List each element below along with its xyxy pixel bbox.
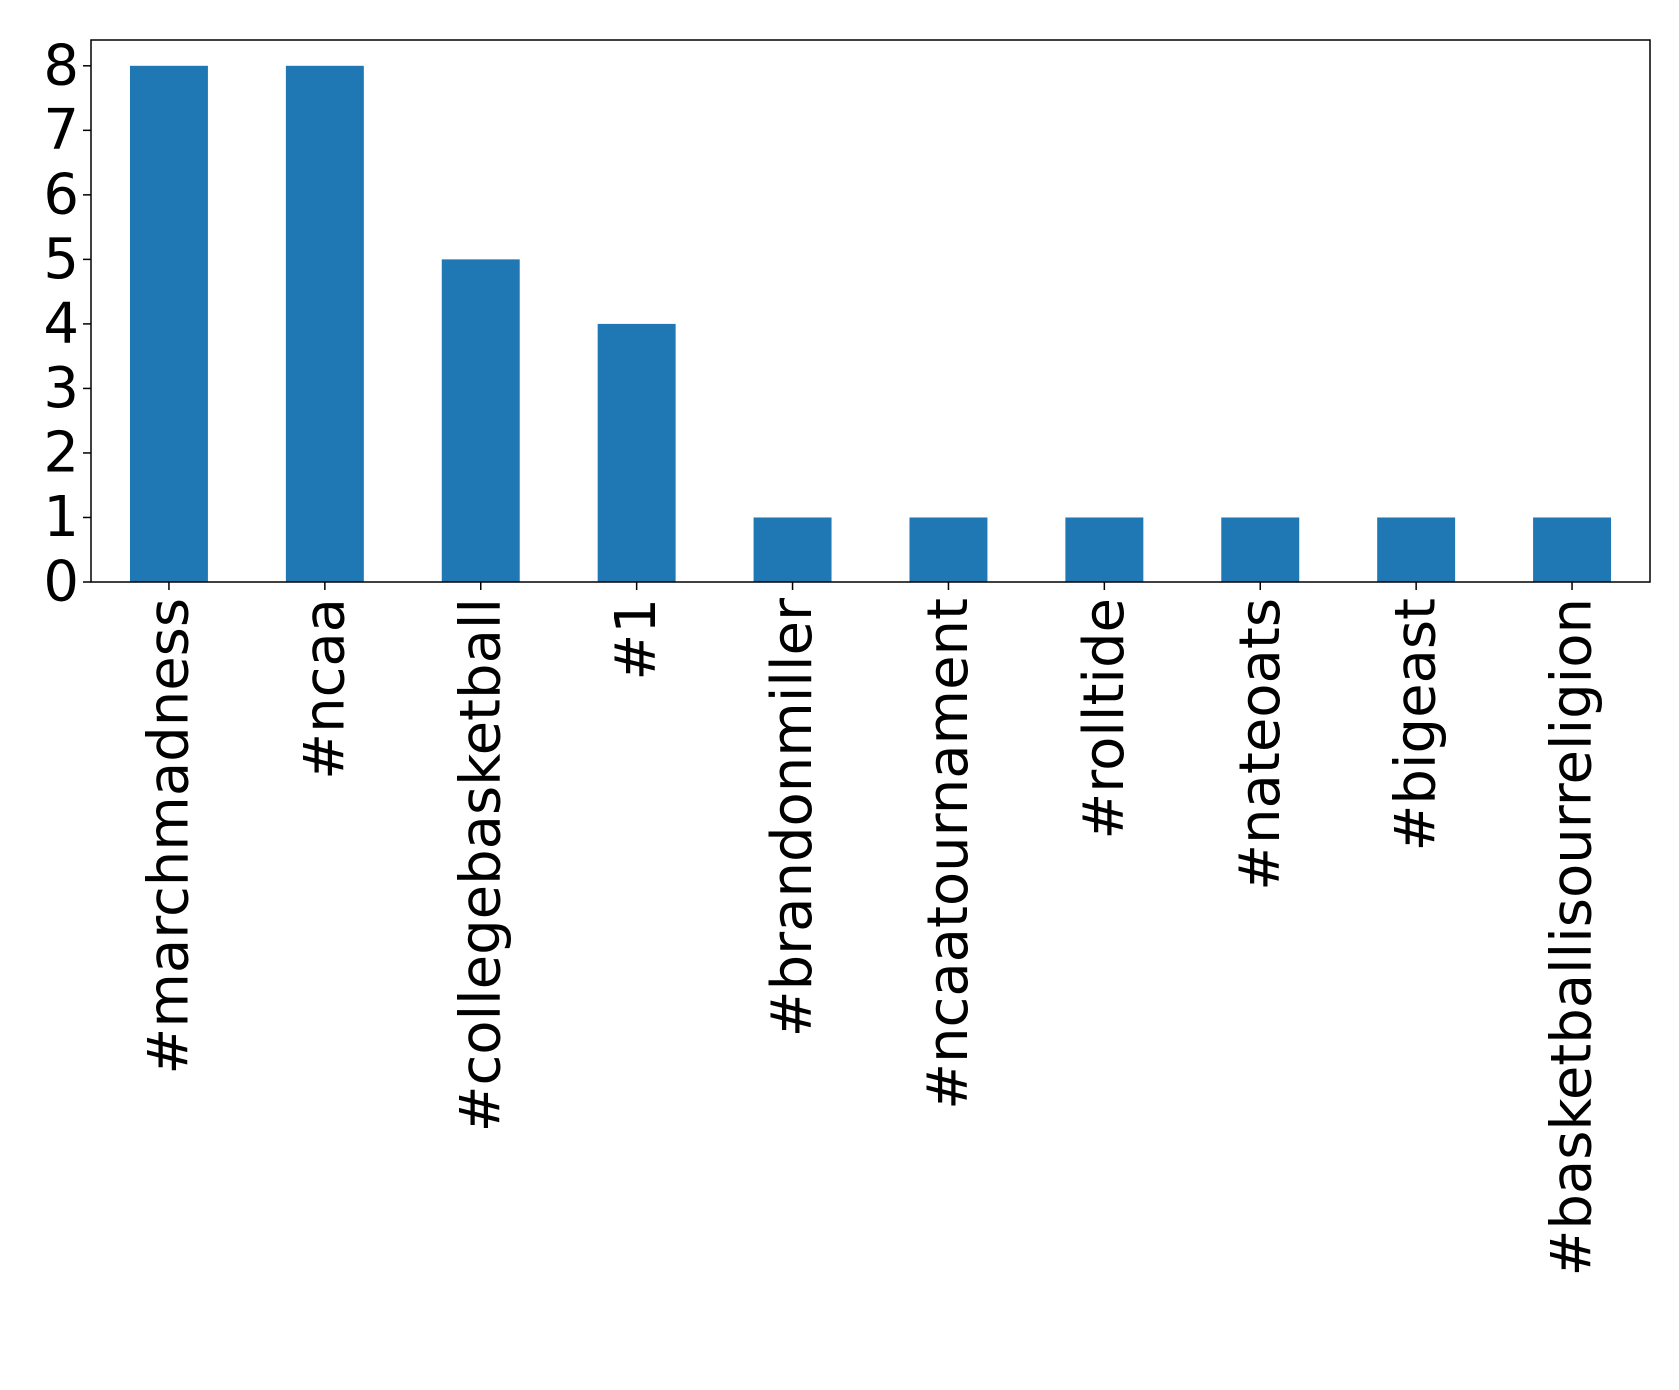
plot-frame — [90, 39, 1651, 583]
bar-1 — [597, 323, 676, 582]
bar-bigeast — [1377, 517, 1456, 582]
bar-ncaa — [285, 65, 364, 582]
y-tick-label: 3 — [43, 356, 79, 421]
y-tick-label: 2 — [43, 420, 79, 485]
x-tick-label: #ncaa — [292, 598, 357, 780]
y-tick-label: 8 — [43, 33, 79, 98]
bar-basketballisourreligion — [1533, 517, 1612, 582]
x-tick-label: #1 — [604, 598, 669, 681]
y-tick-label: 5 — [43, 227, 79, 292]
x-tick-label: #bigeast — [1384, 598, 1449, 851]
y-tick-label: 1 — [43, 485, 79, 550]
y-tick-label: 4 — [43, 291, 79, 356]
x-tick-label: #rolltide — [1072, 598, 1137, 840]
y-tick-label: 7 — [43, 98, 79, 163]
x-axis: #marchmadness #ncaa #collegebasketball #1 #b… — [136, 582, 1605, 1277]
bar-ncaatournament — [909, 517, 988, 582]
y-tick-label: 0 — [43, 550, 79, 615]
bar-nateoats — [1221, 517, 1300, 582]
bar-collegebasketball — [441, 259, 520, 582]
bars-layer — [129, 65, 1612, 582]
bar-rolltide — [1065, 517, 1144, 582]
x-tick-label: #ncaatournament — [916, 598, 981, 1110]
x-tick-label: #collegebasketball — [448, 598, 513, 1132]
x-tick-label: #basketballisourreligion — [1540, 598, 1605, 1277]
x-tick-label: #nateoats — [1228, 598, 1293, 891]
x-tick-label: #marchmadness — [136, 598, 201, 1075]
x-tick-label: #brandonmiller — [760, 597, 825, 1037]
bar-brandonmiller — [753, 517, 832, 582]
y-tick-label: 6 — [43, 162, 79, 227]
bar-marchmadness — [129, 65, 208, 582]
